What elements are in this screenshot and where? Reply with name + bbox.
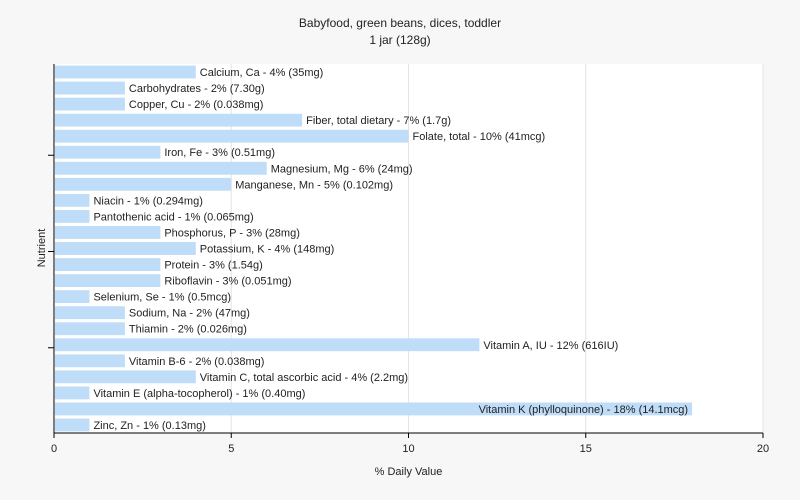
x-tick-label: 15: [580, 443, 592, 455]
bar-value-label: Carbohydrates - 2% (7.30g): [129, 83, 265, 95]
chart-subtitle: 1 jar (128g): [369, 33, 431, 47]
bar-value-label: Sodium, Na - 2% (47mg): [129, 308, 250, 320]
x-tick-label: 10: [402, 443, 414, 455]
x-tick-label: 5: [228, 443, 234, 455]
bar-value-label: Vitamin K (phylloquinone) - 18% (14.1mcg…: [479, 404, 689, 416]
bar: [55, 97, 125, 111]
bar-value-label: Iron, Fe - 3% (0.51mg): [164, 147, 275, 159]
bar-value-label: Pantothenic acid - 1% (0.065mg): [93, 211, 253, 223]
bar: [55, 402, 693, 416]
bar-value-label: Folate, total - 10% (41mcg): [413, 131, 546, 143]
bar: [55, 161, 267, 175]
bar-value-label: Copper, Cu - 2% (0.038mg): [129, 99, 264, 111]
bar: [55, 145, 161, 159]
chart-title: Babyfood, green beans, dices, toddler: [298, 16, 502, 30]
bar: [55, 290, 90, 304]
bar: [55, 338, 480, 352]
bar-value-label: Potassium, K - 4% (148mg): [200, 244, 334, 256]
bar: [55, 65, 196, 79]
bar: [55, 209, 90, 223]
bar: [55, 226, 161, 239]
bar: [55, 322, 125, 336]
bar: [55, 242, 196, 255]
bar-value-label: Riboflavin - 3% (0.051mg): [164, 276, 291, 288]
bar: [55, 386, 90, 400]
bar-value-label: Vitamin E (alpha-tocopherol) - 1% (0.40m…: [93, 388, 305, 400]
bar-value-label: Manganese, Mn - 5% (0.102mg): [235, 179, 393, 191]
bar: [55, 274, 161, 288]
bar-value-label: Calcium, Ca - 4% (35mg): [200, 67, 323, 79]
bar: [55, 354, 125, 368]
y-axis-label: Nutrient: [36, 228, 48, 268]
bar: [55, 177, 232, 191]
bar-value-label: Fiber, total dietary - 7% (1.7g): [306, 115, 451, 127]
bar: [55, 418, 90, 432]
bar: [55, 129, 409, 143]
bar: [55, 113, 303, 127]
bar-value-label: Phosphorus, P - 3% (28mg): [164, 227, 300, 239]
bar-value-label: Niacin - 1% (0.294mg): [93, 195, 202, 207]
bar: [55, 81, 125, 95]
bar-value-label: Vitamin A, IU - 12% (616IU): [483, 340, 618, 352]
bar-value-label: Zinc, Zn - 1% (0.13mg): [93, 420, 205, 432]
bar-value-label: Selenium, Se - 1% (0.5mcg): [93, 292, 231, 304]
bar-value-label: Thiamin - 2% (0.026mg): [129, 324, 247, 336]
x-tick-label: 20: [757, 443, 769, 455]
bar: [55, 306, 125, 320]
bar-value-label: Protein - 3% (1.54g): [164, 260, 262, 272]
bar: [55, 193, 90, 207]
bar: [55, 370, 196, 384]
bar-value-label: Vitamin B-6 - 2% (0.038mg): [129, 356, 265, 368]
x-axis-label: % Daily Value: [374, 466, 443, 478]
x-tick-label: 0: [51, 443, 57, 455]
bar-value-label: Vitamin C, total ascorbic acid - 4% (2.2…: [200, 372, 408, 384]
bar-value-label: Magnesium, Mg - 6% (24mg): [271, 163, 413, 175]
bar: [55, 258, 161, 271]
